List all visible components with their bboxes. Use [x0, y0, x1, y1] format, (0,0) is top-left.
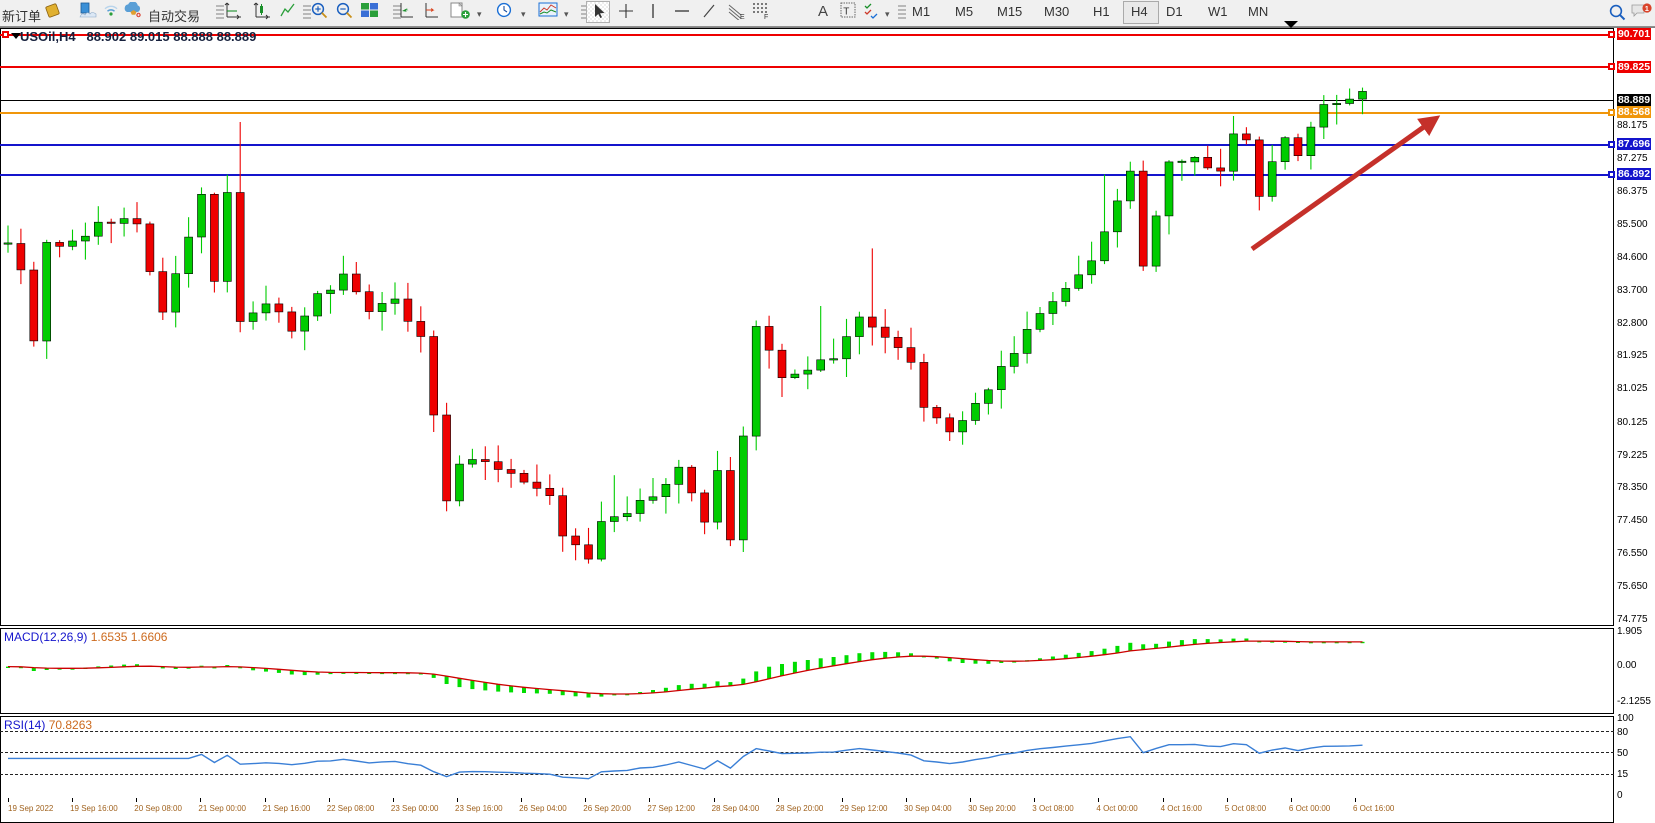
svg-text:F: F: [764, 14, 768, 20]
svg-text:1: 1: [1645, 4, 1649, 13]
svg-text:T: T: [843, 7, 849, 18]
svg-text:E: E: [740, 14, 745, 20]
